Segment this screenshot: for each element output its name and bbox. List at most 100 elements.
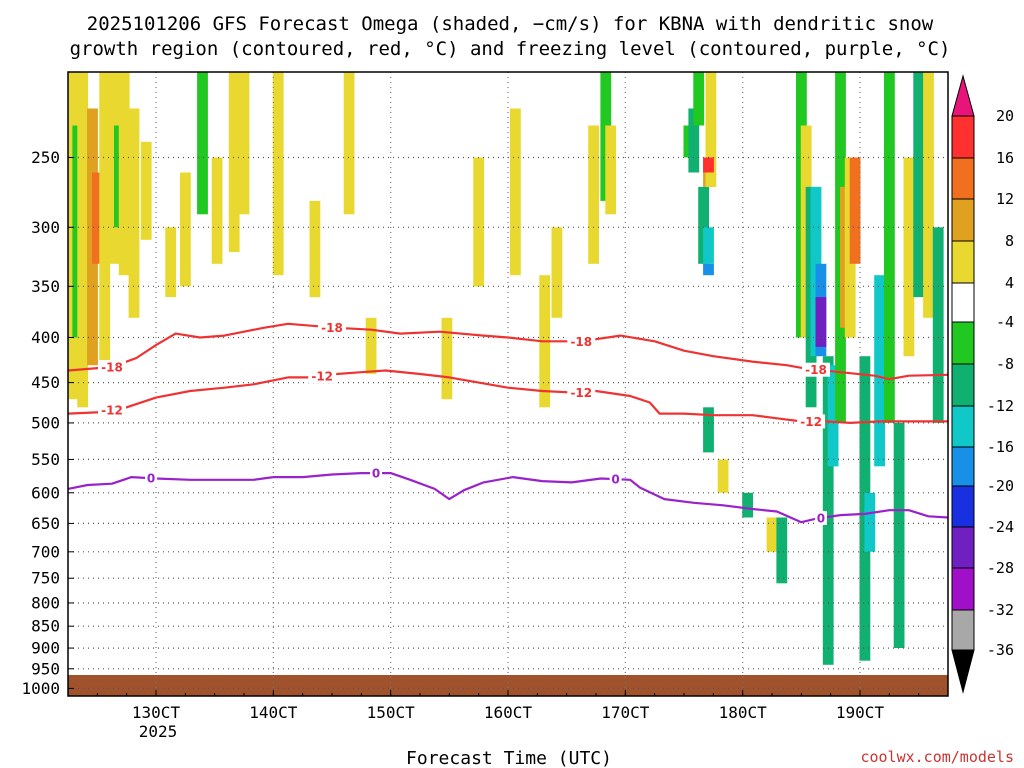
y-tick-label: 700 [31, 542, 60, 561]
omega-cell [703, 157, 714, 173]
omega-cell [893, 422, 905, 648]
colorbar-segment [951, 321, 975, 365]
chart-title-line-1: 2025101206 GFS Forecast Omega (shaded, −… [87, 13, 934, 35]
colorbar-label: -36 [987, 641, 1014, 659]
omega-cell [849, 157, 861, 264]
contour-label: -12 [101, 404, 123, 418]
x-tick-label: 150CT [367, 703, 416, 722]
x-tick-label: 170CT [601, 703, 650, 722]
omega-cell [605, 125, 617, 215]
contour-label: 0 [817, 512, 825, 526]
colorbar-label: -28 [987, 559, 1014, 577]
omega-cell [822, 356, 834, 665]
omega-cell [693, 72, 705, 126]
omega-cell [197, 72, 208, 215]
omega-cell [140, 141, 152, 240]
y-axis: 250 300 350 400 450 500 550 600 650 700 750 800 850 9… [21, 148, 74, 698]
omega-cell [272, 72, 284, 276]
colorbar-segment [951, 115, 975, 159]
x-tick-label: 130CT [132, 703, 181, 722]
grid-lines [68, 72, 948, 696]
colorbar: 20 16 12 8 4 -4 -8 -12 -16 -20 -24 -28 -32 -36 [951, 74, 1014, 694]
colorbar-segment [951, 446, 975, 487]
ground-surface [68, 675, 948, 696]
contour-label-bg [370, 466, 382, 481]
omega-cell [703, 407, 714, 453]
y-tick-label: 450 [31, 373, 60, 392]
omega-cell [238, 72, 250, 215]
y-tick-label: 400 [31, 328, 60, 347]
omega-cell [211, 157, 223, 264]
contour-label: -12 [800, 415, 822, 429]
colorbar-label: 20 [996, 107, 1014, 125]
omega-cell [180, 172, 191, 287]
omega-cell [688, 108, 700, 173]
y-tick-label: 300 [31, 218, 60, 237]
contour-label-bg [98, 403, 126, 418]
contour-lines: -18 -18 -18 -18 -12 -12 -12 -12 0 0 0 0 [67, 320, 949, 526]
ground-layer [68, 675, 948, 696]
contour-label: -18 [101, 361, 123, 375]
omega-cell [510, 108, 521, 276]
colorbar-label: 16 [996, 149, 1014, 167]
contour-label-bg [567, 334, 596, 349]
colorbar-segment [951, 363, 975, 407]
y-tick-label: 500 [31, 413, 60, 432]
contour-label: -18 [321, 321, 343, 335]
colorbar-arrow-bottom [951, 649, 975, 694]
contour-label: 0 [372, 467, 380, 481]
omega-cell [77, 72, 89, 408]
y-tick-label: 550 [31, 450, 60, 469]
contour-label-bg [567, 385, 596, 400]
x-tick-label: 160CT [484, 703, 533, 722]
contour-label: 0 [611, 473, 619, 487]
chart-title-line-2: growth region (contoured, red, °C) and f… [70, 38, 951, 60]
y-tick-label: 350 [31, 277, 60, 296]
omega-cell [703, 263, 714, 276]
contour-label-bg [814, 511, 827, 525]
omega-cell [309, 200, 321, 298]
omega-cell [827, 365, 839, 467]
omega-cell [903, 157, 915, 357]
omega-cell [864, 492, 876, 552]
omega-cell [913, 72, 925, 298]
year-label: 2025 [139, 722, 178, 741]
x-tick-label: 140CT [249, 703, 298, 722]
x-tick-label: 180CT [719, 703, 768, 722]
contour-label-bg [308, 369, 337, 384]
colorbar-label: -24 [987, 518, 1014, 536]
contour-label: -18 [805, 363, 827, 377]
contour-label: -12 [570, 386, 592, 400]
omega-cell [923, 72, 934, 318]
omega-cell [703, 227, 714, 264]
colorbar-label: -16 [987, 438, 1014, 456]
omega-cell [441, 317, 453, 400]
omega-cell [99, 72, 111, 374]
colorbar-label: 12 [996, 190, 1014, 208]
contour-label-bg [802, 362, 830, 377]
colorbar-segment [951, 567, 975, 611]
y-tick-label: 800 [31, 594, 60, 613]
y-tick-label: 900 [31, 639, 60, 658]
y-tick-label: 650 [31, 514, 60, 533]
y-tick-label: 1000 [21, 679, 60, 698]
omega-cell [118, 72, 130, 276]
contour-label-bg [318, 320, 346, 335]
contour-label: -12 [311, 370, 333, 384]
credit-text: coolwx.com/models [860, 748, 1014, 766]
omega-cell [717, 459, 729, 493]
colorbar-arrow-top [951, 74, 975, 117]
colorbar-segment [951, 198, 975, 242]
x-axis-label: Forecast Time (UTC) [406, 748, 612, 768]
contour-label-bg [609, 472, 622, 487]
y-tick-label: 950 [31, 659, 60, 678]
omega-cell [698, 186, 709, 264]
x-tick-label: 190CT [836, 703, 885, 722]
y-tick-label: 750 [31, 569, 60, 588]
omega-cell [932, 227, 944, 423]
colorbar-segment [951, 609, 975, 651]
contour-label-bg [797, 414, 826, 429]
colorbar-segment [951, 240, 975, 284]
omega-cell [815, 297, 827, 347]
omega-cell [766, 517, 778, 552]
